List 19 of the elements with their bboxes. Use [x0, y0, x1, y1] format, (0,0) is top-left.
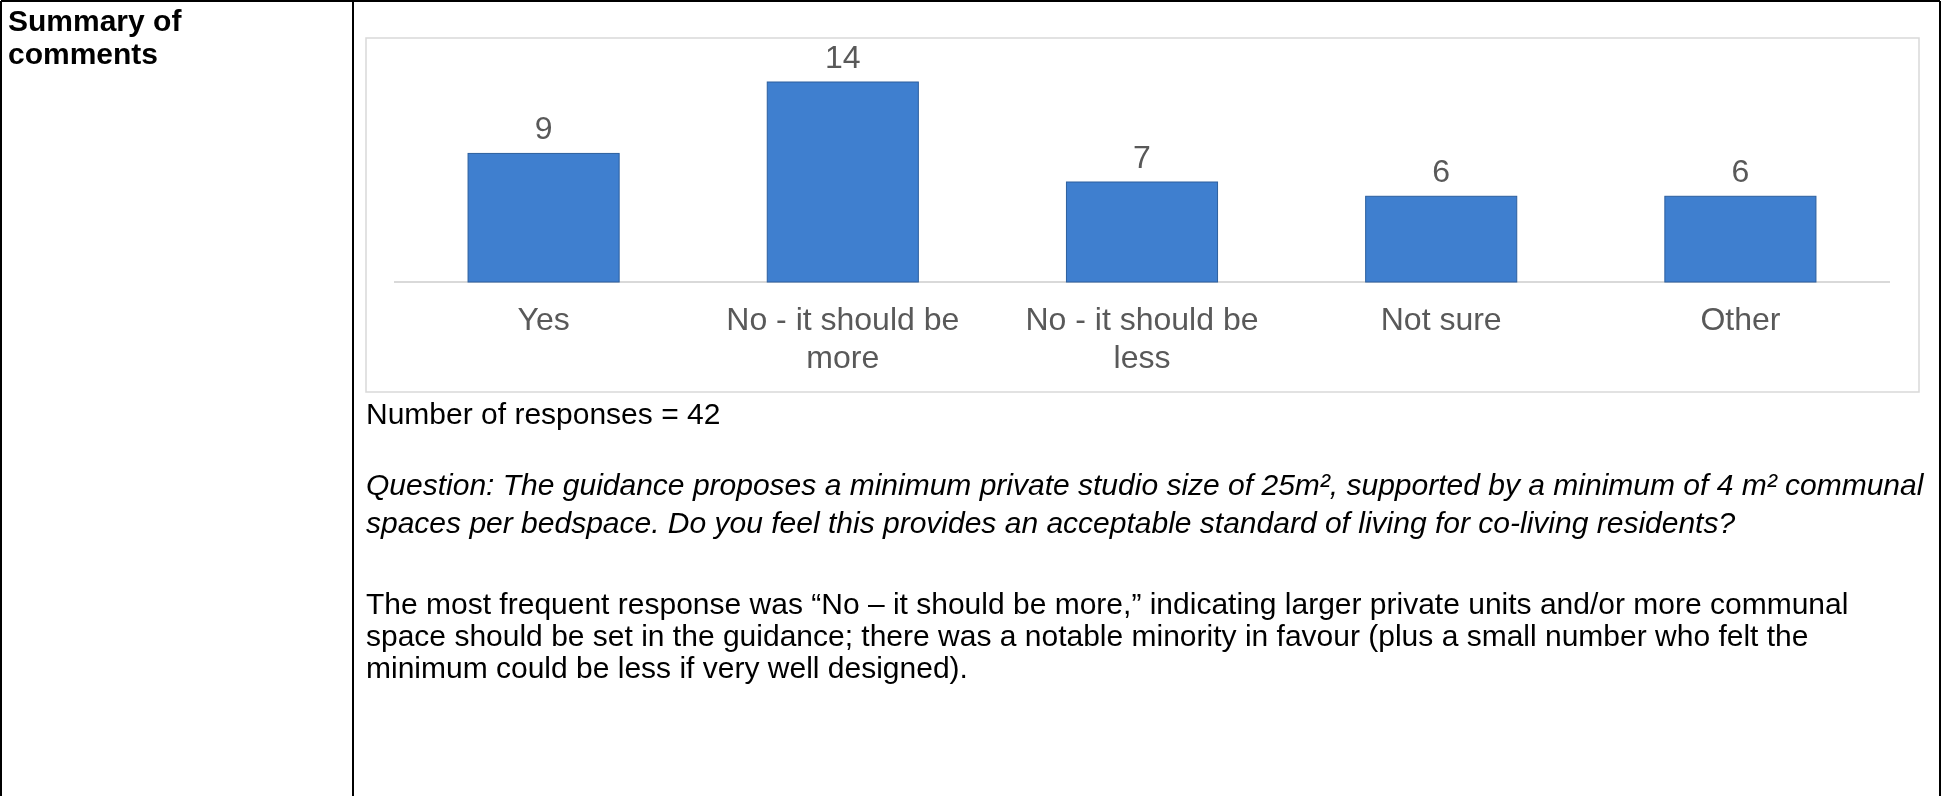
text: Summary of comments	[8, 4, 183, 70]
text: Number of responses = 42	[366, 396, 721, 432]
bar	[467, 152, 620, 283]
data-label: 6	[1432, 153, 1451, 190]
data-label: 14	[825, 39, 861, 75]
bar	[766, 81, 919, 283]
data-label: 6	[1731, 153, 1750, 190]
x-tick-label: Not sure	[1380, 301, 1502, 337]
bar	[1365, 195, 1518, 283]
data-label: 9	[534, 110, 553, 147]
text: The most frequent response was “No – it should be more,” indicating larger private units and/or more communal space should be set in the guidance; there was a notable minority in favour (plus a small number who felt the minimum could be less if very well designed).	[366, 587, 1850, 684]
x-tick-label: Yes	[517, 301, 570, 337]
text: Question: The guidance proposes a minimum private studio size of 25m², supported by a minimum of 4 m² communal spaces per bedspace. Do you feel this provides an acceptable standard of living for co-living residents?	[366, 467, 1925, 541]
x-tick-label: Other	[1700, 301, 1781, 337]
data-label: 7	[1133, 139, 1151, 175]
bar	[1065, 181, 1219, 283]
bar	[1664, 195, 1817, 283]
x-tick-label: No - it should be less	[1025, 301, 1259, 375]
x-tick-label: No - it should be more	[726, 301, 960, 375]
